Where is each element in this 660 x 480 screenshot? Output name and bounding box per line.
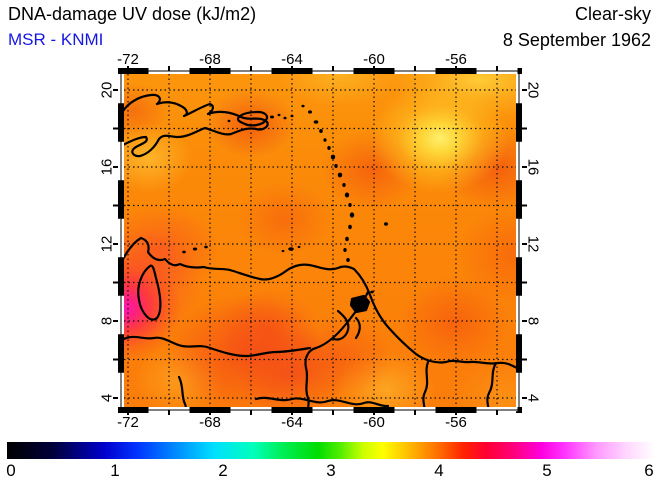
trinidad-island (349, 294, 371, 314)
lat-tick-label: 8 (524, 316, 542, 326)
coastlines (124, 93, 516, 407)
puerto-rico-coast (236, 110, 269, 127)
axis-ticks (113, 66, 527, 415)
colorbar-tick-label: 1 (110, 461, 120, 480)
lake-maracaibo (137, 264, 162, 321)
lon-tick-label: -56 (445, 414, 467, 431)
colorbar-tick-label: 6 (644, 461, 654, 480)
date-label: 8 September 1962 (502, 30, 651, 50)
lon-tick-label: -56 (445, 51, 467, 68)
courantyne-river (486, 361, 498, 407)
uv-dose-color-field (124, 74, 516, 407)
lon-tick-label: -68 (199, 51, 221, 68)
source-label: MSR - KNMI (8, 30, 104, 49)
page-title: DNA-damage UV dose (kJ/m2) (8, 4, 257, 24)
colorbar-tick-label: 2 (218, 461, 228, 480)
lon-tick-label: -64 (281, 51, 303, 68)
lon-tick-label: -72 (117, 51, 139, 68)
small-islands (182, 104, 388, 294)
southern-river (254, 396, 390, 407)
lon-tick-label: -68 (199, 414, 221, 431)
colorbar-tick-label: 0 (6, 461, 16, 480)
lat-tick-label: 4 (524, 393, 542, 403)
small-river (177, 375, 187, 407)
condition-label: Clear-sky (574, 4, 651, 24)
colorbar-tick-label: 5 (542, 461, 552, 480)
lat-tick-label: 12 (524, 235, 542, 253)
orinoco-delta (332, 309, 350, 341)
hispaniola-coast (124, 93, 269, 158)
colorbar-tick-label: 3 (326, 461, 336, 480)
meta-river (124, 335, 312, 358)
lon-tick-label: -72 (117, 414, 139, 431)
lat-tick-label: 4 (98, 393, 116, 403)
delta-channel (354, 316, 361, 340)
lon-tick-label: -60 (363, 51, 385, 68)
lon-tick-label: -64 (281, 414, 303, 431)
essequibo-river (422, 360, 430, 407)
lat-tick-label: 8 (98, 316, 116, 326)
lat-tick-label: 12 (98, 235, 116, 253)
map-frame (118, 68, 522, 413)
lon-tick-label: -60 (363, 414, 385, 431)
lat-tick-label: 16 (98, 158, 116, 176)
grid-lines (124, 74, 516, 407)
lat-tick-label: 20 (98, 81, 116, 99)
south-america-coast (124, 236, 516, 369)
lat-tick-label: 16 (524, 158, 542, 176)
lat-tick-label: 20 (524, 81, 542, 99)
colorbar-gradient (7, 442, 655, 459)
colorbar-tick-label: 4 (434, 461, 444, 480)
